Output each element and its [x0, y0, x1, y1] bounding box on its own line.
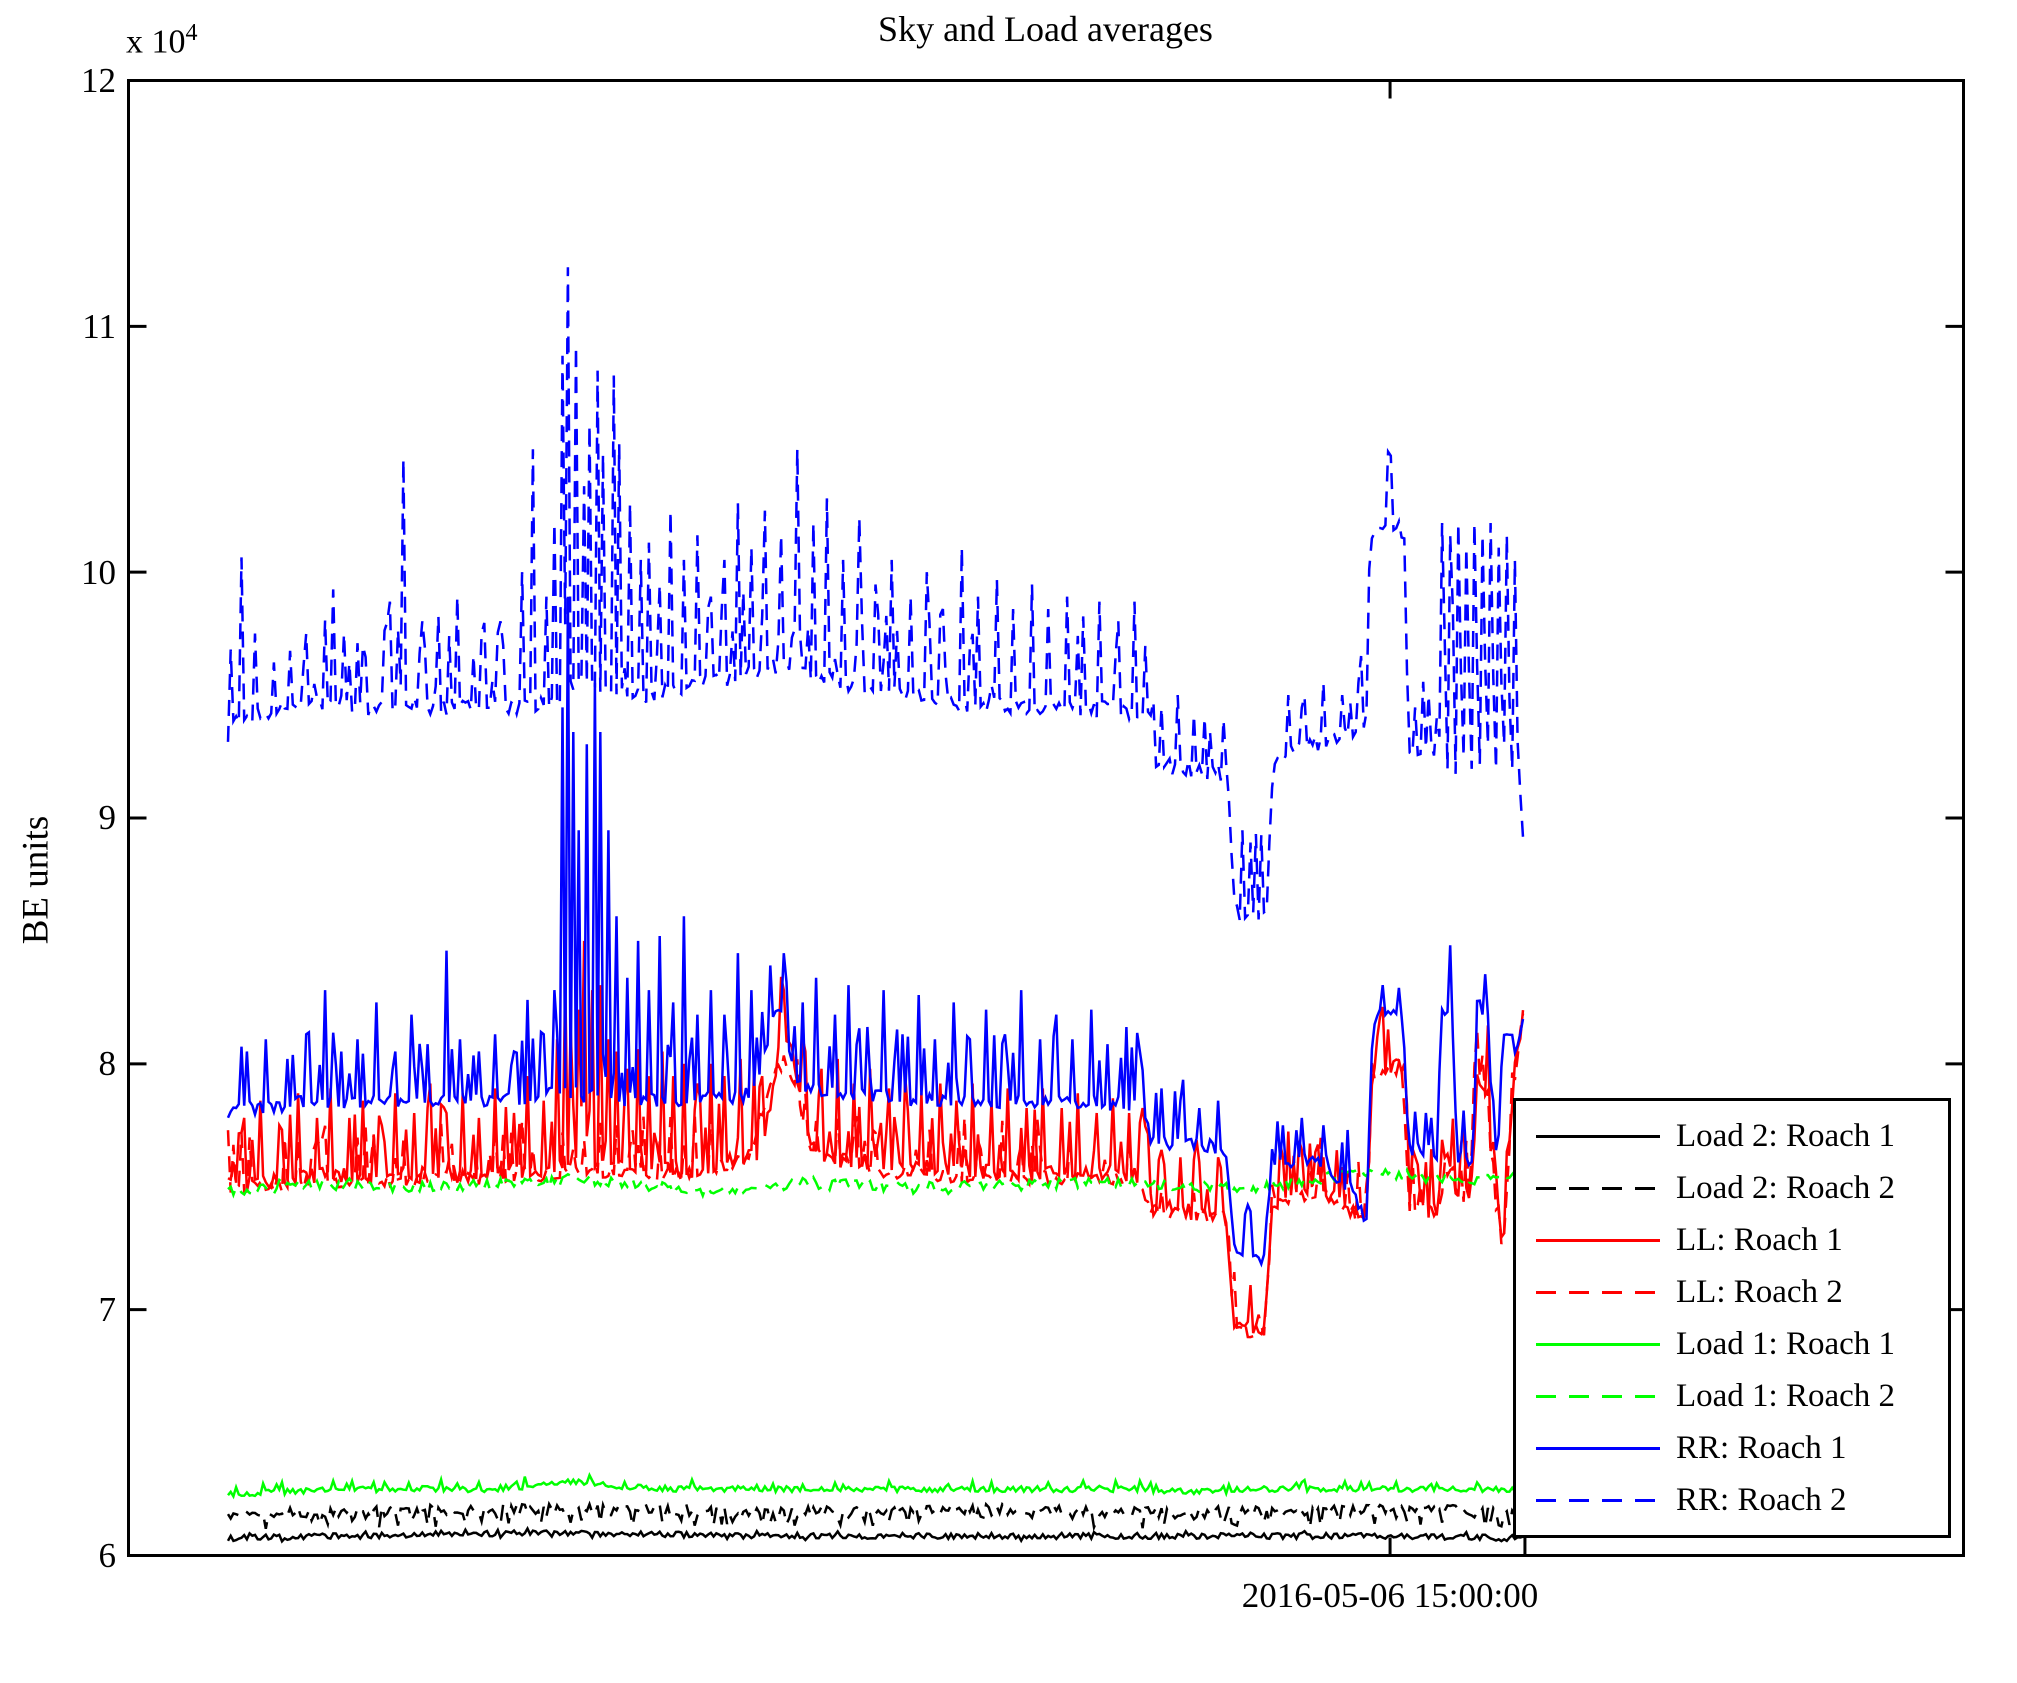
legend-line-sample [1536, 1394, 1660, 1398]
legend-line-sample [1536, 1446, 1660, 1450]
series-load2-roach1 [226, 1525, 1524, 1544]
legend-label: LL: Roach 2 [1676, 1273, 1843, 1310]
chart-title: Sky and Load averages [878, 9, 1213, 49]
series-load1-roach1 [227, 1472, 1524, 1500]
legend-label: RR: Roach 2 [1676, 1481, 1847, 1518]
series-ll-roach2 [226, 1013, 1525, 1339]
legend-label: RR: Roach 1 [1676, 1429, 1847, 1466]
legend-row: Load 1: Roach 2 [1516, 1370, 1948, 1422]
legend-label: Load 2: Roach 2 [1676, 1169, 1896, 1206]
legend-row: Load 2: Roach 2 [1516, 1162, 1948, 1214]
series-rr-roach1 [226, 596, 1525, 1268]
legend-row: LL: Roach 1 [1516, 1214, 1948, 1266]
series-ll-roach1 [227, 940, 1525, 1336]
legend: Load 2: Roach 1 Load 2: Roach 2 LL: Roac… [1513, 1098, 1951, 1538]
legend-row: Load 2: Roach 1 [1516, 1110, 1948, 1162]
x-tick-label: 2016-05-06 15:00:00 [1241, 1576, 1539, 1615]
series-rr-roach2 [226, 267, 1525, 922]
y-tick-label: 7 [98, 1290, 117, 1329]
y-tick-label: 10 [81, 553, 116, 592]
series-load1-roach2 [227, 1166, 1524, 1200]
legend-line-sample [1536, 1498, 1660, 1502]
y-axis-multiplier-prefix: x 10 [126, 23, 186, 61]
legend-row: Load 1: Roach 1 [1516, 1318, 1948, 1370]
series-load2-roach2 [226, 1500, 1525, 1532]
y-tick-label: 6 [98, 1536, 117, 1575]
legend-line-sample [1536, 1186, 1660, 1190]
legend-line-sample [1536, 1134, 1660, 1138]
legend-line-sample [1536, 1238, 1660, 1242]
legend-label: Load 1: Roach 1 [1676, 1325, 1896, 1362]
legend-row: RR: Roach 1 [1516, 1422, 1948, 1474]
legend-row: LL: Roach 2 [1516, 1266, 1948, 1318]
legend-label: LL: Roach 1 [1676, 1221, 1843, 1258]
y-tick-label: 9 [98, 798, 117, 837]
legend-row: RR: Roach 2 [1516, 1474, 1948, 1526]
legend-label: Load 2: Roach 1 [1676, 1117, 1896, 1154]
y-axis-multiplier: x 104 [126, 20, 198, 61]
y-tick-label: 11 [82, 307, 116, 346]
legend-line-sample [1536, 1290, 1660, 1294]
y-tick-label: 12 [81, 61, 116, 100]
legend-label: Load 1: Roach 2 [1676, 1377, 1896, 1414]
y-tick-label: 8 [98, 1044, 117, 1083]
legend-line-sample [1536, 1342, 1660, 1346]
y-axis-multiplier-exponent: 4 [185, 20, 198, 46]
